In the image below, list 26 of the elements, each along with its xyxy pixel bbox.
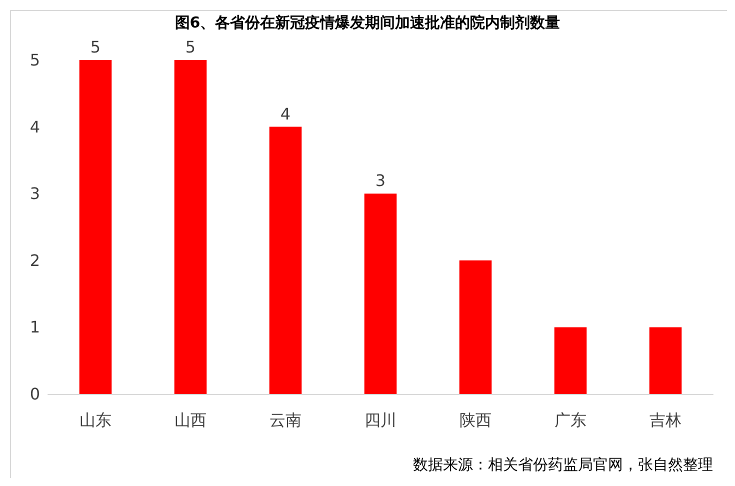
x-tick-label: 云南 (270, 410, 302, 430)
chart-title: 图6、各省份在新冠疫情爆发期间加速批准的院内制剂数量 (174, 14, 560, 32)
x-tick-label: 山西 (174, 410, 206, 430)
bar (269, 126, 302, 394)
source-note: 数据来源：相关省份药监局官网，张自然整理 (413, 456, 713, 474)
x-tick-label: 广东 (554, 410, 586, 430)
x-tick-label: 山东 (80, 410, 112, 430)
bar (459, 260, 492, 394)
y-tick-label: 0 (30, 384, 40, 404)
bar (174, 60, 207, 394)
y-tick-label: 1 (30, 318, 40, 337)
bar (554, 327, 587, 394)
data-label: 4 (280, 104, 291, 124)
x-tick-label: 四川 (364, 410, 396, 430)
data-label: 3 (375, 171, 386, 190)
y-tick-label: 2 (30, 250, 40, 270)
data-label: 5 (185, 38, 196, 56)
x-tick-label: 陕西 (460, 410, 492, 430)
x-tick-label: 吉林 (650, 410, 682, 430)
bar (364, 194, 397, 394)
bar (79, 60, 112, 394)
data-label: 5 (90, 38, 101, 56)
y-tick-label: 5 (30, 50, 40, 70)
y-tick-label: 4 (30, 117, 40, 136)
y-tick-label: 3 (30, 184, 40, 204)
bar (649, 327, 682, 394)
